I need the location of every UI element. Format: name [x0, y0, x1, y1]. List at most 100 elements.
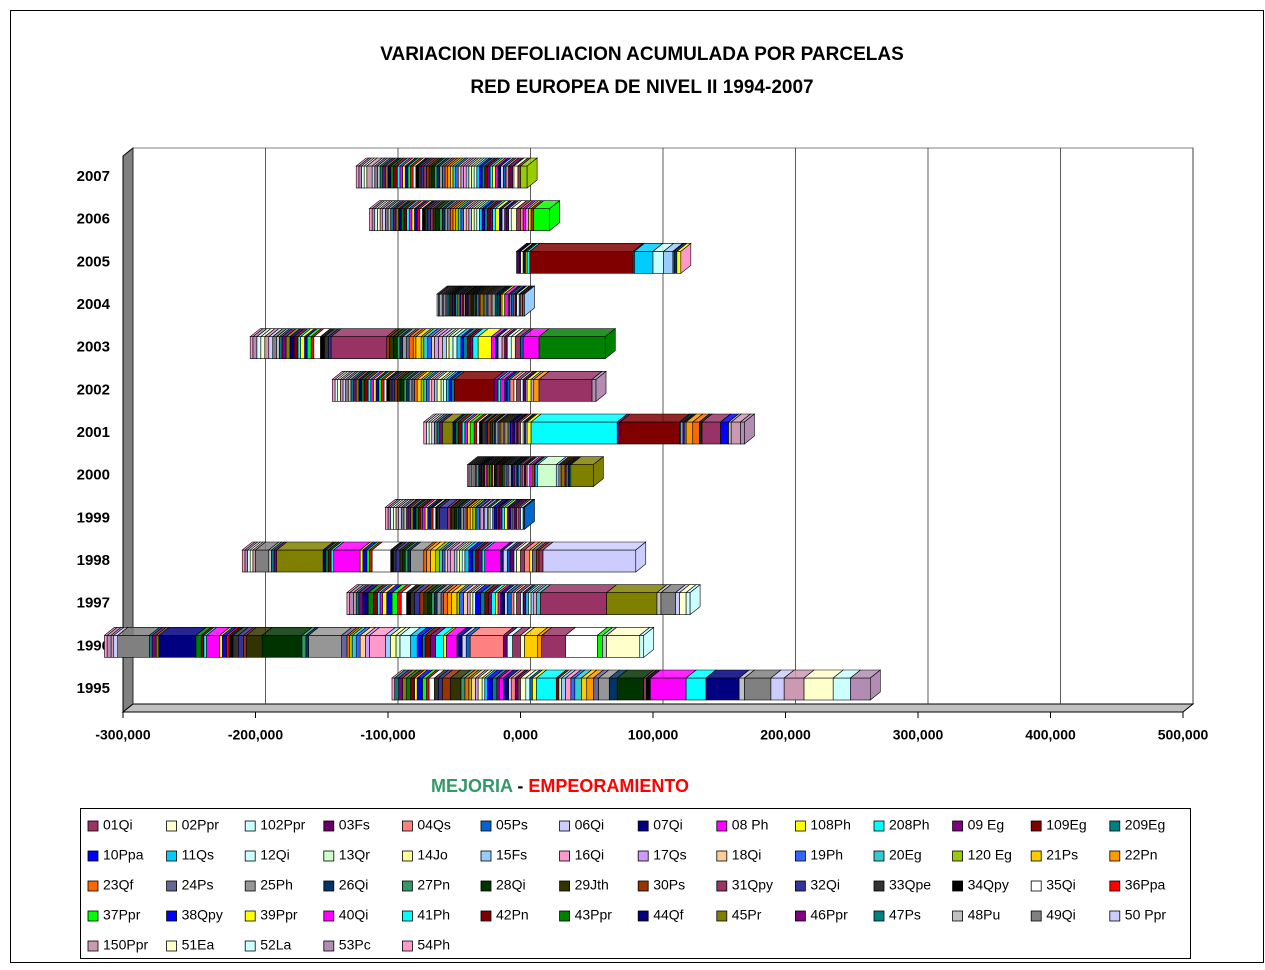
- bar-tops: [241, 541, 647, 551]
- bar-segment: [349, 635, 353, 658]
- bar-segment: [646, 677, 651, 701]
- x-tick-label: -300,000: [95, 727, 150, 743]
- bar-segment: [396, 379, 401, 402]
- legend-label: 07Qi: [653, 817, 683, 833]
- legend-label: 48Pu: [968, 907, 1001, 923]
- bar-segment: [342, 379, 346, 402]
- bar-segment: [472, 336, 479, 359]
- bar-segment: [268, 336, 274, 359]
- y-tick-label: 2000: [77, 467, 110, 484]
- legend-label: 20Eg: [889, 847, 922, 863]
- bar-row: [346, 592, 691, 615]
- bar-segment: [460, 507, 464, 530]
- bar-segment: [308, 635, 342, 658]
- bar-tops: [384, 499, 536, 508]
- bar-segment: [385, 635, 391, 658]
- bar-segment: [679, 592, 687, 615]
- bar-segment: [457, 507, 462, 530]
- bar-segment: [443, 379, 447, 402]
- bar-segment: [528, 208, 532, 231]
- bar-segment: [803, 677, 834, 701]
- bar-segment: [520, 421, 524, 445]
- bar-row: [385, 507, 525, 530]
- y-tick-label: 2003: [77, 339, 110, 356]
- bar-segment: [452, 208, 456, 231]
- bar-segment: [379, 592, 383, 615]
- bar-segment: [500, 549, 504, 573]
- bar-segment: [419, 592, 425, 615]
- bar-segment: [337, 379, 341, 402]
- bar-segment: [473, 165, 478, 189]
- bar-segment: [508, 208, 512, 231]
- bar-segment: [484, 165, 488, 189]
- bar-segment: [463, 208, 467, 231]
- bar-segment: [504, 293, 509, 317]
- bar-segment: [426, 677, 430, 701]
- bar-segment: [526, 251, 531, 274]
- bar-segment: [517, 507, 521, 530]
- y-tick-label: 1998: [77, 552, 110, 569]
- bar-segment: [431, 165, 435, 189]
- bar-segment: [533, 592, 537, 615]
- bar-segment: [452, 336, 458, 359]
- legend-swatch: [87, 820, 99, 832]
- bar-segment: [260, 336, 266, 359]
- bar-segment: [501, 507, 505, 530]
- legend-swatch: [401, 820, 413, 832]
- legend-swatch: [873, 880, 885, 892]
- bar-segment: [390, 549, 394, 573]
- bar-segment: [561, 677, 566, 701]
- bar-segment: [442, 421, 454, 445]
- bar-segment: [367, 592, 374, 615]
- bar-segment: [685, 592, 691, 615]
- bar-segment: [481, 421, 487, 445]
- bar-top: [538, 328, 617, 337]
- bar-segment: [362, 549, 368, 573]
- bar-segment: [353, 379, 357, 402]
- legend-swatch: [637, 820, 649, 832]
- bar-segment: [297, 336, 301, 359]
- bar-segment: [449, 165, 454, 189]
- bar-top: [605, 584, 668, 593]
- bar-segment: [476, 208, 480, 231]
- bar-segment: [442, 677, 451, 701]
- bar-segment: [520, 592, 524, 615]
- bar-segment: [387, 507, 391, 530]
- bar-segment: [449, 208, 454, 231]
- bar-segment: [465, 635, 471, 658]
- legend-swatch: [166, 820, 178, 832]
- bar-segment: [387, 165, 391, 189]
- x-tick-label: -200,000: [228, 727, 283, 743]
- bar-top: [330, 328, 398, 337]
- bar-end: [680, 242, 692, 274]
- legend-swatch: [166, 880, 178, 892]
- legend-label: 209Eg: [1125, 817, 1165, 833]
- bar-segment: [530, 379, 535, 402]
- bar-segment: [415, 507, 419, 530]
- bar-segment: [341, 635, 348, 658]
- bar-segment: [537, 635, 542, 658]
- bar-segment: [634, 251, 654, 274]
- bar-tops: [436, 285, 536, 295]
- bar-segment: [379, 165, 383, 189]
- bar-segment: [398, 677, 403, 701]
- bar-segment: [456, 336, 462, 359]
- legend-swatch: [323, 910, 335, 922]
- bar-segment: [423, 421, 427, 445]
- bar-segment: [487, 208, 491, 231]
- bar-segment: [500, 592, 505, 615]
- legend-label: 51Ea: [182, 937, 215, 953]
- legend-swatch: [244, 940, 256, 952]
- bar-segment: [565, 677, 572, 701]
- bar-segment: [538, 549, 544, 573]
- bar-segment: [407, 507, 411, 530]
- bar-segment: [385, 507, 389, 530]
- bar-segment: [443, 635, 447, 658]
- bar-segment: [349, 592, 354, 615]
- bar-segment: [453, 549, 458, 573]
- bar-segment: [468, 165, 472, 189]
- legend-swatch: [87, 910, 99, 922]
- legend-swatch: [559, 880, 570, 892]
- bar-segment: [249, 336, 254, 359]
- bar-segment: [522, 592, 527, 615]
